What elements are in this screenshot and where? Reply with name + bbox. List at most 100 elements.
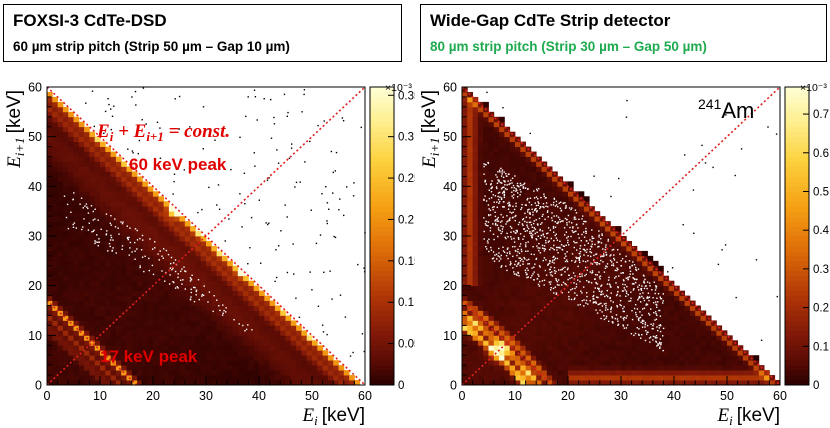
- left-speckle-dot: [197, 279, 200, 281]
- left-heat-cell: [89, 365, 96, 371]
- right-heat-cell: [477, 151, 484, 157]
- right-speckle-dot: [598, 290, 601, 292]
- right-speckle-dot: [583, 231, 585, 233]
- left-heat-cell: [105, 305, 111, 311]
- left-heat-cell: [158, 231, 164, 237]
- left-heat-cell: [137, 345, 143, 351]
- right-heat-cell: [530, 211, 537, 217]
- right-heat-cell: [636, 340, 643, 346]
- left-heat-cell: [84, 355, 90, 361]
- right-speckle-dot: [615, 294, 618, 297]
- left-heat-cell: [57, 375, 64, 381]
- left-heat-cell: [126, 221, 133, 227]
- left-heat-cell: [280, 320, 286, 326]
- right-speckle-dot: [659, 347, 661, 349]
- left-heat-cell: [253, 305, 260, 311]
- right-speckle-dot: [592, 295, 594, 298]
- right-speckle-dot: [503, 196, 506, 198]
- right-heat-cell: [499, 325, 505, 331]
- left-colorbar-segment: [370, 126, 394, 133]
- left-heat-cell: [248, 380, 255, 386]
- left-heat-cell: [232, 335, 239, 341]
- right-heat-cell: [552, 305, 558, 311]
- right-heat-cell: [530, 280, 537, 287]
- right-heat-cell: [589, 330, 595, 336]
- right-heat-cell: [493, 131, 500, 138]
- left-heat-cell: [52, 106, 58, 113]
- right-heat-cell: [769, 380, 776, 386]
- left-y-tick-label: 30: [28, 230, 42, 244]
- right-speckle-dot: [608, 276, 610, 279]
- left-heat-cell: [216, 255, 223, 262]
- right-heat-cell: [721, 340, 728, 346]
- right-speckle-dot: [541, 222, 543, 224]
- right-speckle-dot: [643, 280, 645, 282]
- right-heat-cell: [716, 345, 723, 351]
- left-heat-cell: [78, 236, 85, 242]
- right-speckle-dot: [488, 208, 490, 210]
- left-heat-cell: [110, 231, 117, 237]
- left-heat-cell: [47, 285, 53, 292]
- left-heat-cell: [211, 295, 217, 301]
- right-heat-cell: [467, 280, 473, 287]
- right-heat-cell: [515, 146, 521, 152]
- left-heat-cell: [131, 355, 138, 361]
- right-heat-cell: [467, 290, 473, 296]
- right-speckle-dot: [505, 237, 507, 240]
- left-heat-cell: [89, 166, 96, 172]
- left-heat-cell: [147, 250, 154, 257]
- right-heat-cell: [541, 380, 548, 386]
- right-heat-cell: [552, 250, 558, 257]
- right-speckle-dot: [532, 214, 534, 216]
- left-speckle-dot: [129, 241, 132, 244]
- right-heat-cell: [573, 285, 579, 292]
- left-heat-cell: [84, 285, 90, 292]
- right-heat-cell: [626, 260, 632, 267]
- left-heat-cell: [73, 320, 80, 326]
- right-speckle-dot: [619, 300, 622, 302]
- left-heat-cell: [52, 350, 58, 356]
- left-heat-cell: [206, 365, 212, 371]
- left-colorbar-segment: [370, 260, 394, 267]
- right-heat-cell: [546, 310, 553, 316]
- right-heat-cell: [631, 320, 638, 326]
- left-scatter-dot: [333, 235, 335, 238]
- left-heat-cell: [68, 186, 74, 192]
- left-heat-cell: [110, 270, 117, 277]
- left-speckle-dot: [92, 230, 94, 232]
- left-heat-cell: [163, 345, 170, 351]
- left-heat-cell: [200, 285, 207, 292]
- right-speckle-dot: [564, 253, 566, 255]
- left-heat-cell: [94, 275, 101, 282]
- right-heat-cell: [615, 226, 622, 232]
- right-heat-cell: [493, 156, 500, 162]
- left-heat-cell: [147, 325, 154, 331]
- right-heat-cell: [483, 141, 489, 147]
- left-heat-cell: [84, 315, 90, 321]
- right-heat-cell: [573, 365, 579, 371]
- left-scatter-dot: [335, 151, 338, 154]
- right-speckle-dot: [632, 277, 634, 279]
- right-heat-cell: [605, 370, 611, 376]
- right-heat-cell: [546, 270, 553, 277]
- right-heat-cell: [483, 146, 489, 152]
- left-heat-cell: [190, 250, 196, 257]
- right-speckle-dot: [639, 293, 641, 295]
- right-heat-cell: [589, 250, 595, 257]
- right-speckle-dot: [586, 269, 588, 271]
- left-heat-cell: [78, 151, 85, 157]
- right-heat-cell: [658, 270, 664, 277]
- left-heat-cell: [68, 345, 74, 351]
- right-heat-cell: [504, 365, 511, 371]
- left-heat-cell: [158, 240, 164, 247]
- left-colorbar-segment: [370, 310, 394, 316]
- right-heat-cell: [679, 340, 685, 346]
- left-heat-cell: [142, 355, 149, 361]
- left-heat-cell: [200, 290, 207, 296]
- right-heat-cell: [477, 171, 484, 177]
- left-heat-cell: [57, 171, 64, 177]
- left-heat-cell: [89, 305, 96, 311]
- right-speckle-dot: [502, 206, 504, 208]
- left-heat-cell: [84, 340, 90, 346]
- right-heat-cell: [536, 260, 542, 267]
